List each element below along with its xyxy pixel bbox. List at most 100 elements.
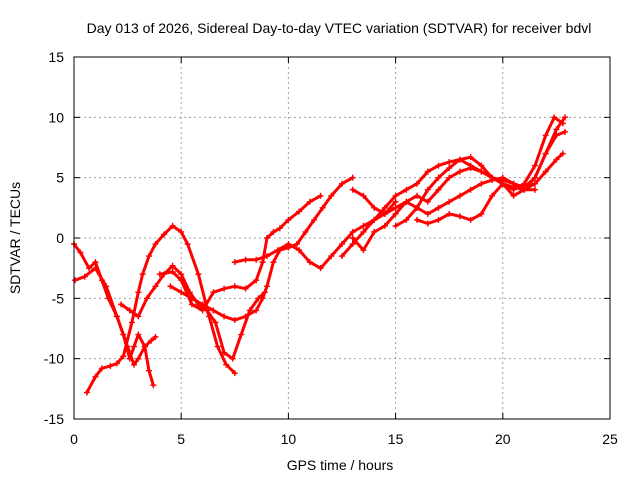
data-point <box>553 156 560 163</box>
data-point <box>339 241 345 248</box>
data-point <box>223 361 230 368</box>
data-point <box>456 168 463 175</box>
data-point <box>128 319 135 326</box>
data-point <box>263 283 270 290</box>
data-point <box>542 132 549 139</box>
series-track-5 <box>156 192 324 314</box>
data-point <box>285 241 292 248</box>
data-point <box>467 154 474 161</box>
data-point <box>178 228 185 235</box>
data-point <box>167 283 174 290</box>
data-point <box>107 362 114 369</box>
data-point <box>553 126 560 133</box>
data-point <box>135 331 142 338</box>
data-point <box>135 313 142 320</box>
series-track-7 <box>231 198 399 272</box>
data-point <box>231 283 238 290</box>
data-point <box>478 180 485 187</box>
data-point <box>148 337 155 344</box>
series-line <box>72 242 155 387</box>
data-point <box>98 365 105 372</box>
data-point <box>349 235 356 241</box>
data-point <box>302 228 309 235</box>
data-point <box>253 256 260 263</box>
data-point <box>446 165 453 172</box>
data-point <box>446 210 453 217</box>
data-point <box>446 198 453 205</box>
data-point <box>296 208 303 215</box>
data-point <box>414 216 421 223</box>
data-point <box>478 168 485 175</box>
x-tick-label: 25 <box>602 431 618 447</box>
data-point <box>328 192 335 199</box>
y-tick-label: 5 <box>56 170 64 186</box>
data-point <box>120 331 127 338</box>
data-point <box>392 210 399 217</box>
data-point <box>371 204 378 211</box>
data-point <box>270 259 277 266</box>
data-point <box>467 186 474 193</box>
data-point <box>126 307 133 314</box>
data-point <box>135 355 142 362</box>
data-point <box>178 289 185 296</box>
y-tick-label: -5 <box>52 290 65 306</box>
data-point <box>221 313 228 320</box>
series-track-6 <box>167 174 356 324</box>
data-point <box>81 273 88 280</box>
data-point <box>146 253 153 260</box>
data-point <box>317 192 324 199</box>
data-point <box>259 295 266 302</box>
y-tick-label: 10 <box>48 109 64 125</box>
data-point <box>263 253 270 260</box>
data-point <box>435 204 442 211</box>
data-point <box>212 319 219 326</box>
data-point <box>199 307 206 314</box>
x-tick-label: 10 <box>281 431 297 447</box>
data-point <box>214 343 221 350</box>
x-tick-label: 5 <box>177 431 185 447</box>
data-point <box>150 382 157 389</box>
axes: 0 5 10 15 20 25 -15 -10 -5 0 5 10 15 <box>44 49 618 447</box>
data-point <box>146 367 153 374</box>
data-point <box>131 343 138 350</box>
data-point <box>231 370 238 377</box>
data-point <box>141 343 148 350</box>
data-point <box>229 355 236 362</box>
y-tick-label: -15 <box>44 411 64 427</box>
data-point <box>349 174 356 181</box>
data-point <box>188 295 195 302</box>
grid <box>74 57 610 419</box>
data-point <box>199 301 206 308</box>
data-point <box>360 192 367 199</box>
data-point <box>169 268 176 275</box>
data-point <box>435 174 442 181</box>
x-tick-label: 15 <box>388 431 404 447</box>
data-point <box>478 210 485 217</box>
series-track-3 <box>83 222 238 396</box>
data-point <box>77 249 84 256</box>
data-point <box>403 216 410 223</box>
series-line <box>158 194 323 312</box>
data-point <box>113 313 120 320</box>
data-point <box>135 289 142 296</box>
data-point <box>381 204 388 211</box>
data-point <box>435 186 442 193</box>
series-line <box>233 200 398 270</box>
data-point <box>424 168 431 175</box>
data-point <box>435 162 442 169</box>
data-point <box>424 186 431 193</box>
data-point <box>360 228 367 235</box>
data-point <box>293 241 300 248</box>
data-point <box>510 192 517 199</box>
data-point <box>274 247 281 254</box>
data-point <box>195 271 202 278</box>
series-track-12 <box>349 114 568 254</box>
data-point <box>188 301 195 308</box>
data-point <box>105 295 112 302</box>
data-point <box>139 271 146 278</box>
data-point <box>414 204 421 211</box>
data-point <box>360 222 367 229</box>
data-point <box>381 210 388 217</box>
